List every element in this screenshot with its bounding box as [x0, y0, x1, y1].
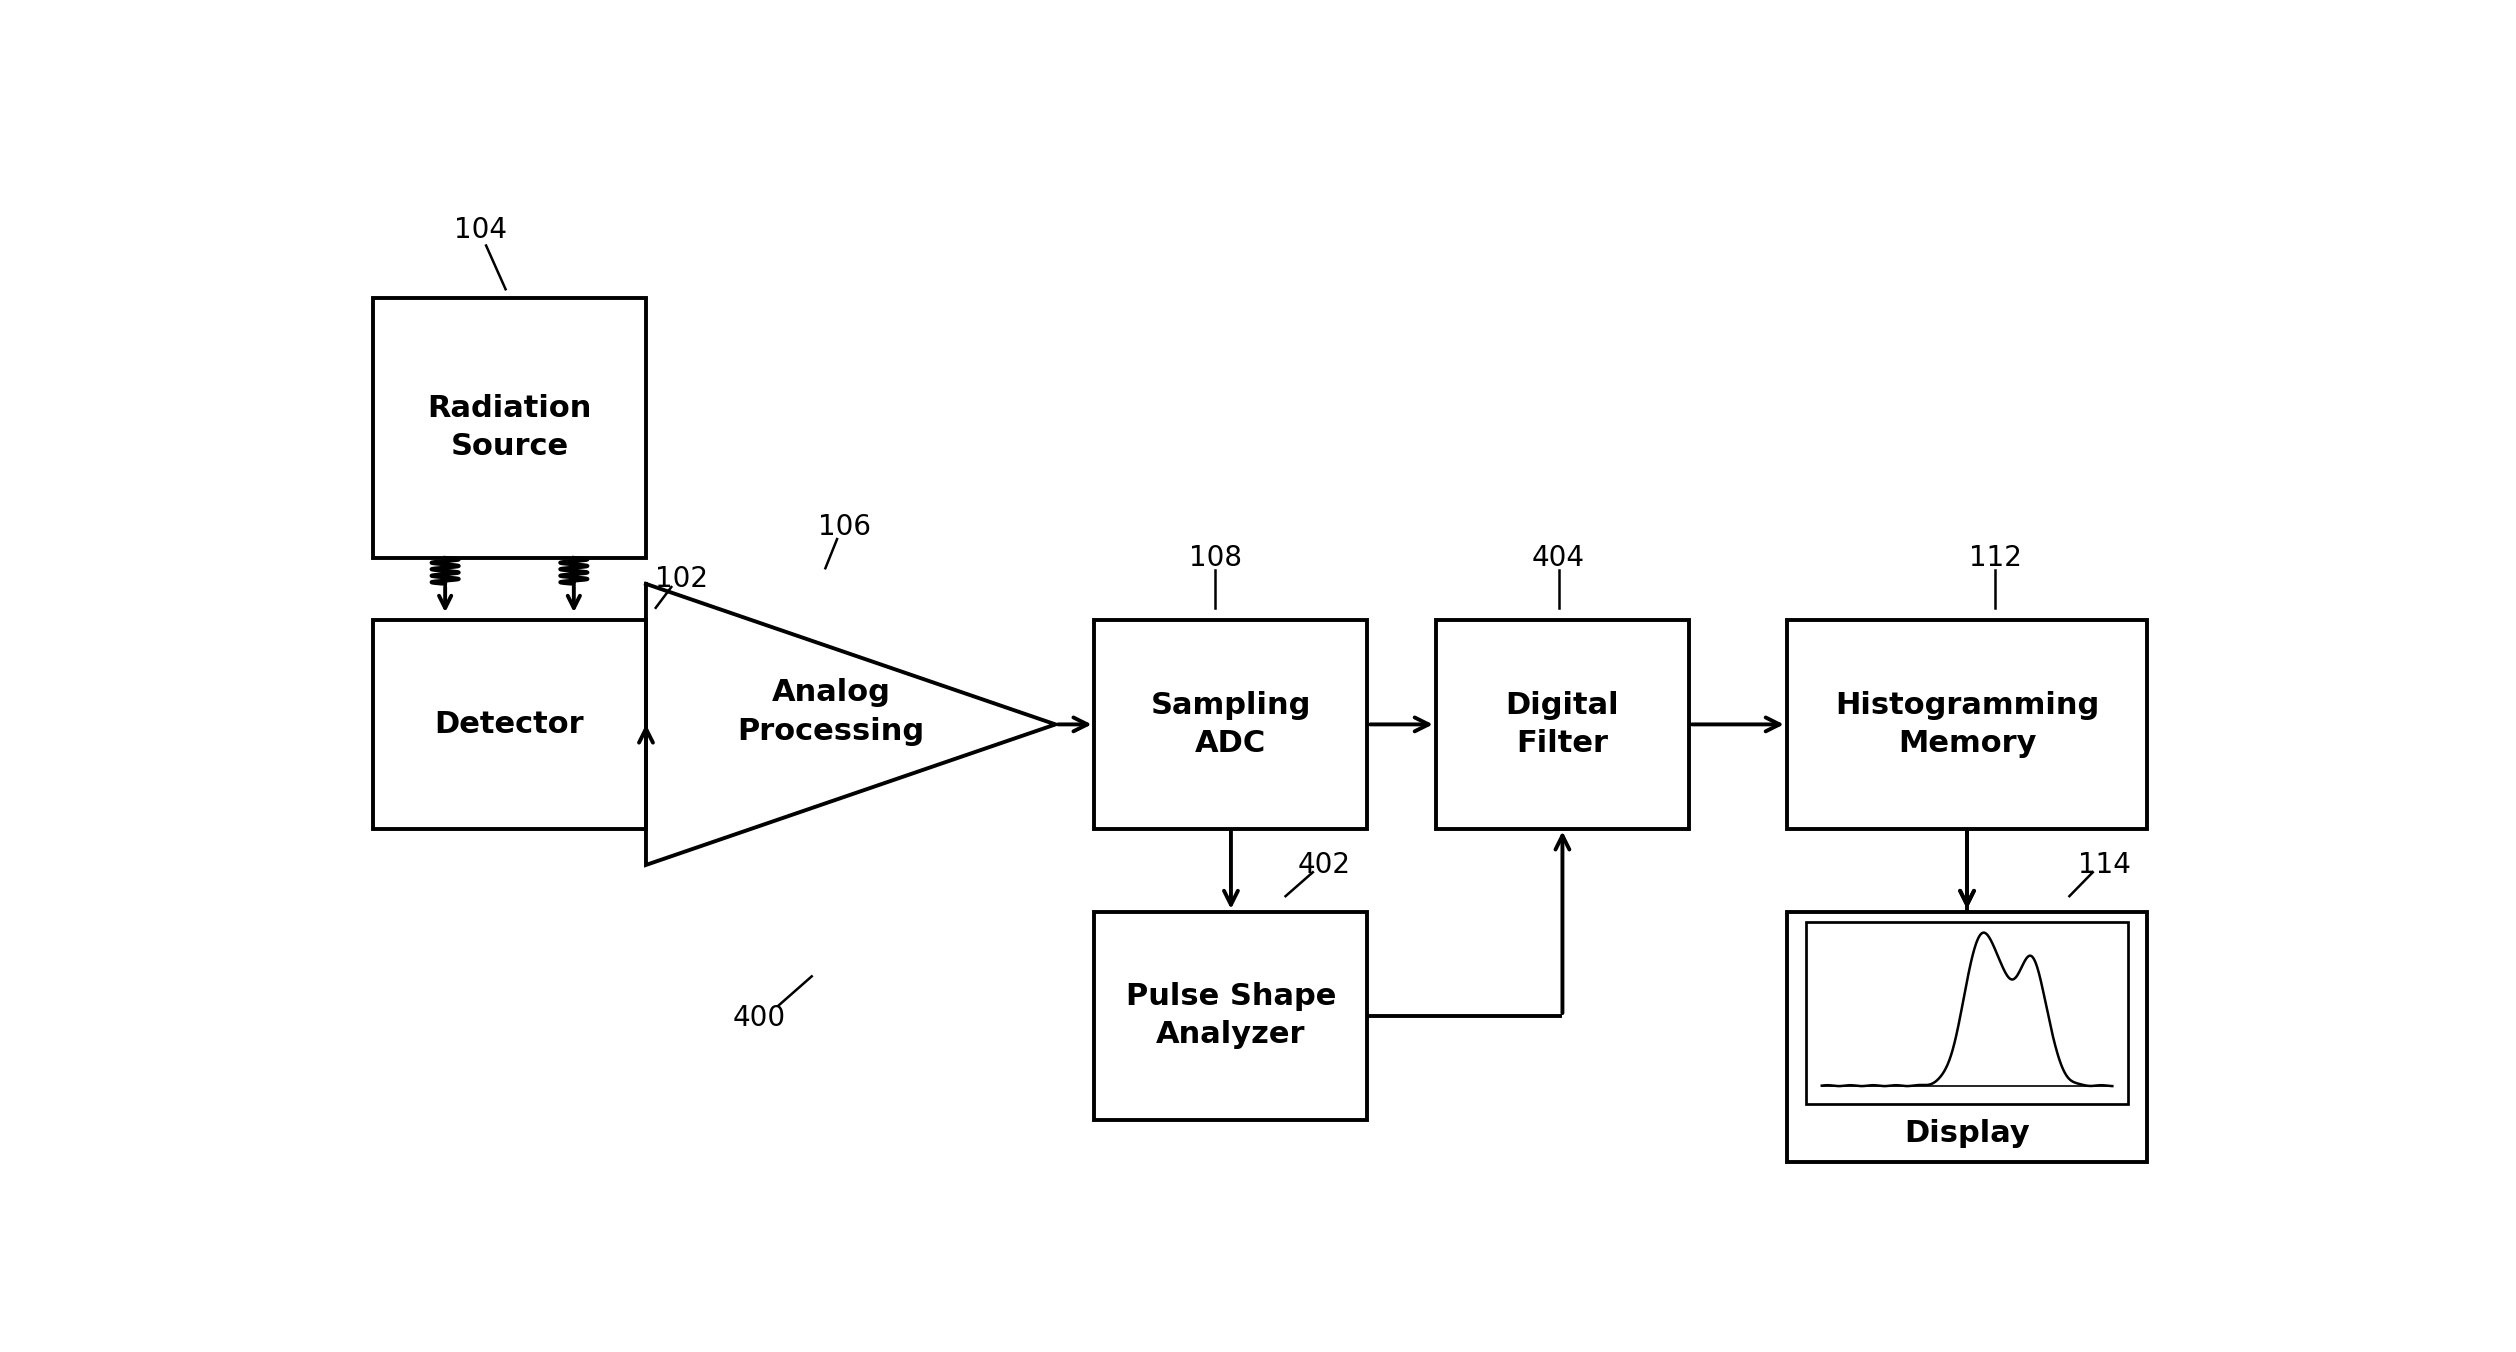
Bar: [1094, 911, 1369, 1119]
Text: Histogramming
Memory: Histogramming Memory: [1834, 691, 2098, 758]
Bar: [1806, 922, 2129, 1105]
Text: Analog
Processing: Analog Processing: [737, 679, 926, 745]
Text: 104: 104: [453, 216, 506, 243]
Text: 108: 108: [1190, 544, 1243, 572]
Bar: [1437, 621, 1688, 829]
Bar: [372, 621, 647, 829]
Text: 102: 102: [654, 565, 707, 592]
Text: Radiation
Source: Radiation Source: [428, 393, 591, 461]
Text: 112: 112: [1970, 544, 2023, 572]
Text: 400: 400: [732, 1005, 785, 1032]
Text: Detector: Detector: [435, 710, 584, 740]
Text: 404: 404: [1532, 544, 1585, 572]
Bar: [372, 297, 647, 558]
Text: 114: 114: [2078, 850, 2131, 879]
Bar: [1786, 911, 2149, 1161]
Text: Display: Display: [1905, 1118, 2030, 1148]
Text: 402: 402: [1298, 850, 1351, 879]
Text: 106: 106: [818, 512, 871, 541]
Text: Sampling
ADC: Sampling ADC: [1150, 691, 1311, 758]
Text: Pulse Shape
Analyzer: Pulse Shape Analyzer: [1125, 983, 1336, 1049]
Bar: [1094, 621, 1369, 829]
Text: Digital
Filter: Digital Filter: [1505, 691, 1620, 758]
Bar: [1786, 621, 2149, 829]
